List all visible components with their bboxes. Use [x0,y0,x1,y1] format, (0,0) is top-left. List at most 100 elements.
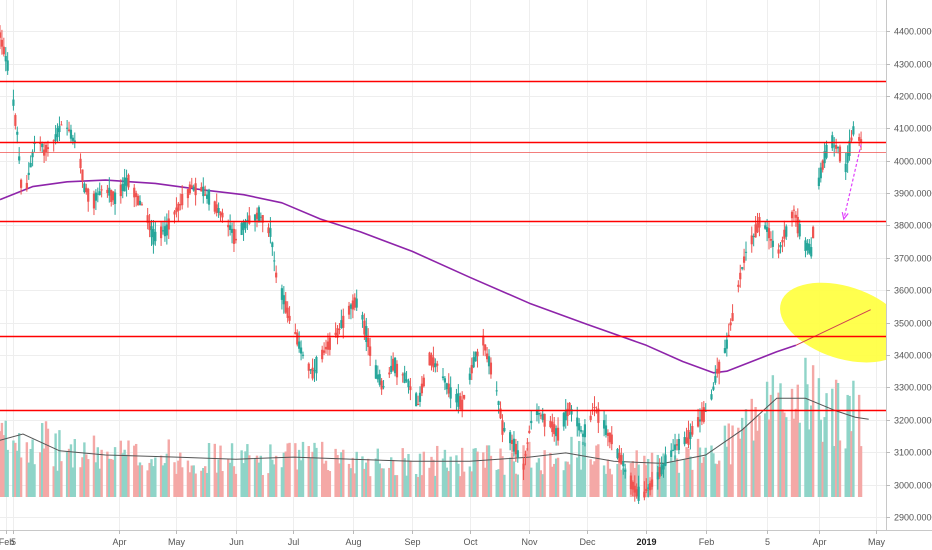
candle-body [2,46,5,55]
candle-body [301,354,305,356]
volume-bar [294,443,297,497]
candle-body [167,218,170,230]
candle [512,431,516,457]
candle-body [486,353,489,360]
candle-body [269,228,272,237]
candle [336,325,339,345]
volume-bar [349,468,353,497]
candle-body [288,315,291,321]
volume-bar [823,417,826,497]
candle-body [202,186,205,197]
candle-body [44,144,48,152]
volume-bar [553,463,556,497]
candle [472,351,475,369]
candle-body [41,143,44,148]
candle [846,145,849,173]
candle [779,241,782,254]
candle [624,463,627,479]
volume-bar [202,467,205,497]
volume-bar [447,471,450,497]
candle-body [656,472,659,480]
volume-bar [422,451,426,497]
candle [67,121,71,133]
candle-body [551,421,554,433]
volume-bar [449,456,452,497]
candle-body [395,363,399,378]
volume-bar [148,462,151,497]
volume-bar [804,357,807,497]
candle [476,348,479,368]
volume-bar [810,405,813,497]
candle-body [248,215,251,224]
volume-bar [811,365,815,497]
candle-body [675,444,679,446]
volume-bar [704,447,707,497]
candle-body [662,463,665,470]
candle [610,426,613,451]
candle-body [489,362,493,375]
candle [255,207,259,228]
volume-bar [334,448,337,497]
candle [367,328,370,356]
candle-body [73,140,76,143]
candle [403,365,406,384]
candle [422,374,425,388]
volume-bar [528,441,531,497]
candle [127,173,130,190]
candle [161,222,165,235]
volume-bar [205,472,209,497]
candle-body [98,191,101,196]
candle-body [685,437,688,444]
candle-body [163,226,167,237]
candle [66,119,69,136]
candle-body [165,224,168,236]
candle-body [673,444,677,450]
volume-bar [17,433,21,497]
candle [271,241,274,256]
volume-bar [597,444,600,497]
candle-body [46,147,50,150]
candle-body [298,341,301,349]
candle [754,215,757,238]
candle-body [495,390,498,392]
candle-body [754,224,757,238]
volume-bar [710,445,713,497]
candle [94,189,97,211]
candle [447,373,450,398]
candle [378,369,381,387]
volume-bar [535,462,539,497]
candle [230,222,234,244]
candle [409,377,412,401]
volume-bar [591,464,594,497]
candlesticks [0,25,863,504]
candle-body [564,409,567,421]
volume-bar [282,452,286,497]
volume-bar [232,466,236,497]
candle [69,124,73,143]
volume-bar [579,469,583,497]
candle-body [19,179,23,188]
volume-bar [646,458,650,497]
candle-body [499,408,502,419]
candle-body [445,383,448,390]
candle-body [689,432,692,439]
candle [685,427,688,444]
candle-body [186,189,190,199]
volume-bar [844,448,847,497]
candle-body [374,365,377,379]
candle-body [309,369,312,371]
candle [844,152,847,180]
candle-body [230,228,234,233]
volume-bar [133,445,136,497]
candle-body [380,380,383,390]
volume-bar [503,474,506,497]
candle [154,221,157,246]
candle [159,221,163,246]
candle [729,318,732,331]
volume-bar [274,455,278,497]
candle [650,471,654,490]
candle [535,403,539,422]
candle [848,129,851,161]
candle [280,284,284,310]
